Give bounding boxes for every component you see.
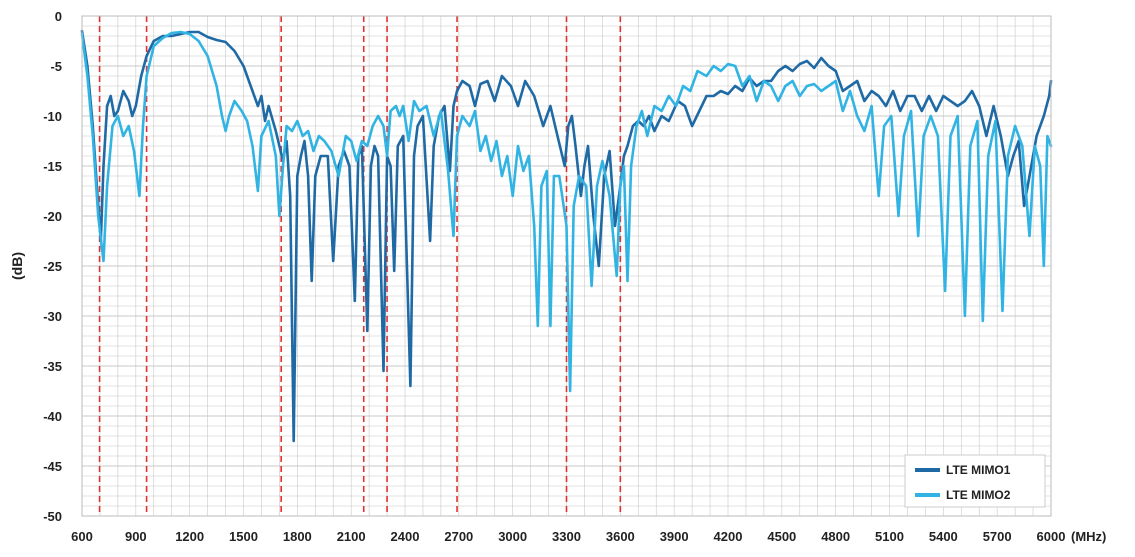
- x-tick-label: 3300: [552, 529, 581, 544]
- x-tick-label: 2100: [337, 529, 366, 544]
- x-tick-label: 5400: [929, 529, 958, 544]
- x-tick-label: 1500: [229, 529, 258, 544]
- x-tick-label: 3600: [606, 529, 635, 544]
- series-line-lte-mimo2: [80, 30, 1053, 393]
- x-tick-label: 4200: [714, 529, 743, 544]
- y-tick-label: -20: [43, 209, 62, 224]
- y-tick-label: -30: [43, 309, 62, 324]
- x-tick-label: 2700: [444, 529, 473, 544]
- y-axis-ticks: 0 -5 -10 -15 -20 -25 -30 -35 -40 -45 -50: [43, 9, 62, 524]
- x-tick-label: 600: [71, 529, 93, 544]
- y-tick-label: -35: [43, 359, 62, 374]
- y-tick-label: -5: [50, 59, 62, 74]
- legend-label-lte-mimo2: LTE MIMO2: [946, 488, 1011, 502]
- x-tick-label: 4500: [767, 529, 796, 544]
- x-tick-label: 1800: [283, 529, 312, 544]
- legend-label-lte-mimo1: LTE MIMO1: [946, 463, 1011, 477]
- series-lines: [80, 29, 1053, 443]
- series-line-lte-mimo1: [80, 29, 1053, 443]
- x-axis-label: (MHz): [1071, 529, 1106, 544]
- y-tick-label: -45: [43, 459, 62, 474]
- legend: LTE MIMO1 LTE MIMO2: [904, 454, 1046, 508]
- x-axis-ticks: 600 900 1200 1500 1800 2100 2400 2700 3000 3300 36…: [71, 529, 1065, 544]
- x-tick-label: 2400: [391, 529, 420, 544]
- y-axis-label: (dB): [9, 252, 25, 280]
- band-markers: [98, 16, 622, 516]
- y-tick-label: 0: [55, 9, 62, 24]
- x-tick-label: 3000: [498, 529, 527, 544]
- x-tick-label: 5100: [875, 529, 904, 544]
- legend-box: [904, 454, 1046, 508]
- x-tick-label: 1200: [175, 529, 204, 544]
- y-tick-label: -50: [43, 509, 62, 524]
- y-tick-label: -25: [43, 259, 62, 274]
- x-tick-label: 4800: [821, 529, 850, 544]
- x-tick-label: 3900: [660, 529, 689, 544]
- y-tick-label: -10: [43, 109, 62, 124]
- y-tick-label: -15: [43, 159, 62, 174]
- plot-frame: [81, 15, 1052, 517]
- x-tick-label: 5700: [983, 529, 1012, 544]
- x-tick-label: 900: [125, 529, 147, 544]
- y-tick-label: -40: [43, 409, 62, 424]
- x-tick-label: 6000: [1037, 529, 1066, 544]
